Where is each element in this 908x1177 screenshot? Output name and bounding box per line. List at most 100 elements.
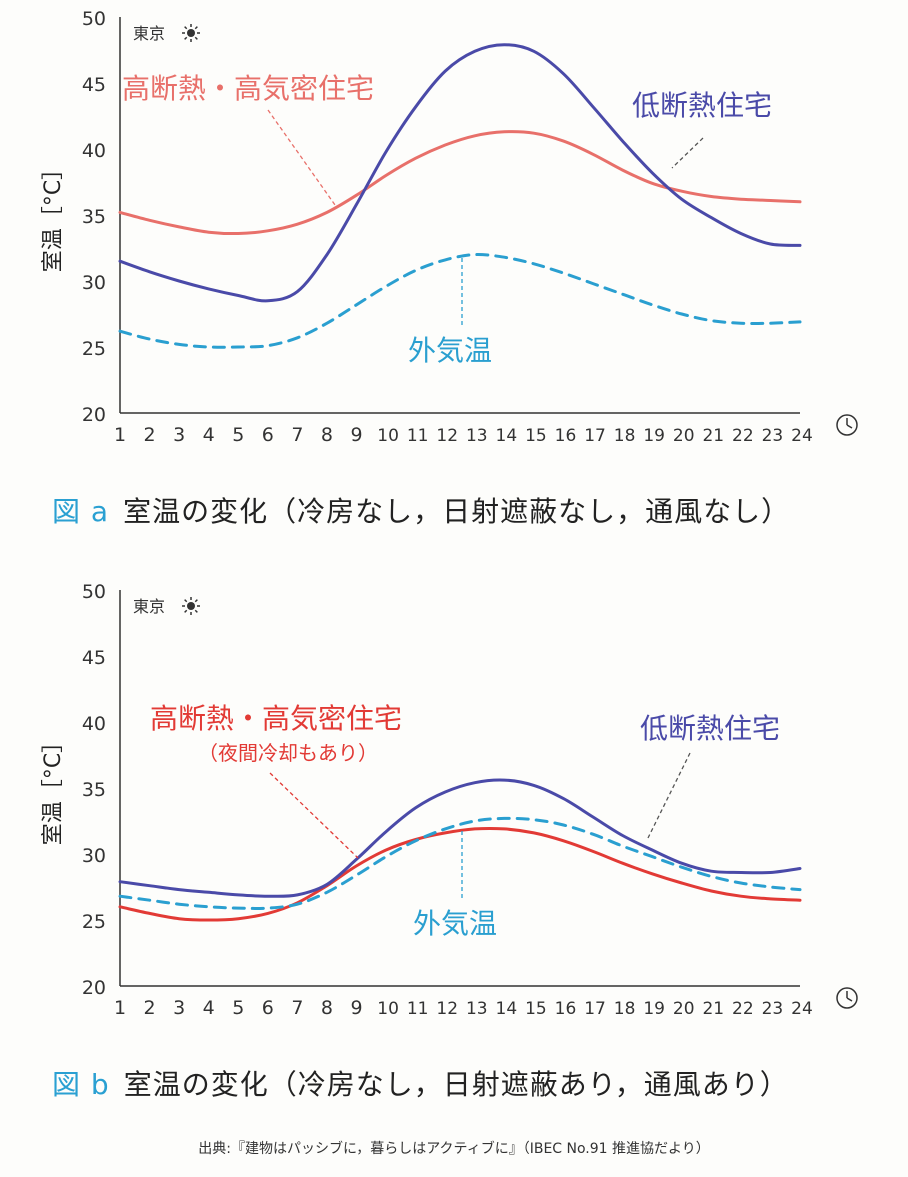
- x-tick-label: 3: [173, 997, 185, 1019]
- y-tick-label: 30: [82, 272, 106, 294]
- series-line: [118, 43, 802, 303]
- y-tick-label: 45: [82, 74, 106, 96]
- x-tick-label: 6: [262, 997, 274, 1019]
- chart-b-caption-prefix: 図 b: [52, 1068, 110, 1101]
- y-tick-label: 20: [82, 404, 106, 426]
- x-tick-label: 1: [114, 997, 126, 1019]
- label-high-insulation-sub: （夜間冷却もあり）: [198, 741, 378, 765]
- x-tick-label: 6: [262, 424, 274, 446]
- leader-low-insulation: [671, 137, 704, 169]
- sun-core: [187, 29, 195, 37]
- y-axis-label: 室温［°C］: [41, 731, 66, 845]
- series-line: [118, 778, 802, 898]
- chart-b: 20 25 30 35 40 45 50 1 2 3 4 5 6 7 8 9 10 11 12 13 14 15 16 17 1…: [0, 573, 908, 1053]
- x-tick-label: 7: [291, 997, 303, 1019]
- x-tick-label: 9: [350, 424, 362, 446]
- x-tick-label: 4: [203, 424, 215, 446]
- y-tick-label: 40: [82, 140, 106, 162]
- label-outside-temp: 外気温: [413, 907, 497, 940]
- y-axis-label: 室温［°C］: [41, 158, 66, 272]
- label-outside-temp: 外気温: [408, 334, 492, 367]
- y-tick-label: 30: [82, 845, 106, 867]
- sun-ray: [194, 26, 198, 30]
- x-tick-label: 5: [232, 424, 244, 446]
- label-high-insulation: 高断熱・高気密住宅: [122, 72, 374, 105]
- x-tick-label: 4: [203, 997, 215, 1019]
- x-tick-label: 8: [321, 997, 333, 1019]
- x-tick-label: 20: [673, 999, 695, 1019]
- y-tick-label: 40: [82, 713, 106, 735]
- x-tick-label: 2: [144, 424, 156, 446]
- y-tick-label: 25: [82, 338, 106, 360]
- sun-core: [187, 602, 195, 610]
- x-tick-label: 16: [555, 426, 577, 446]
- x-tick-label: 7: [291, 424, 303, 446]
- series-0: [118, 826, 802, 922]
- sun-ray: [184, 599, 188, 603]
- y-tick-label: 35: [82, 206, 106, 228]
- x-tick-label: 18: [614, 999, 636, 1019]
- x-tick-label: 13: [466, 426, 488, 446]
- y-tick-label: 50: [82, 8, 106, 30]
- x-tick-label: 22: [732, 999, 754, 1019]
- x-tick-label: 14: [496, 999, 518, 1019]
- sun-ray: [194, 599, 198, 603]
- x-tick-label: 17: [584, 426, 606, 446]
- x-tick-label: 12: [436, 999, 458, 1019]
- clock-face: [836, 414, 858, 436]
- chart-b-caption-text: 室温の変化（冷房なし，日射遮蔽あり，通風あり）: [123, 1068, 789, 1101]
- location-label: 東京: [133, 597, 165, 616]
- x-tick-label: 12: [436, 426, 458, 446]
- series-line: [118, 826, 802, 922]
- leader-high-insulation: [269, 772, 359, 859]
- clock-hand-minute: [846, 424, 853, 429]
- x-tick-label: 2: [144, 997, 156, 1019]
- series-2: [118, 253, 802, 349]
- x-tick-label: 15: [525, 999, 547, 1019]
- x-tick-label: 5: [232, 997, 244, 1019]
- label-high-insulation: 高断熱・高気密住宅: [150, 702, 402, 735]
- x-tick-label: 14: [496, 426, 518, 446]
- series-line: [118, 816, 802, 910]
- chart-a-caption-text: 室温の変化（冷房なし，日射遮蔽なし，通風なし）: [123, 495, 791, 528]
- chart-a-caption-prefix: 図 a: [52, 495, 110, 528]
- series-line: [118, 253, 802, 349]
- x-tick-label: 19: [643, 999, 665, 1019]
- x-tick-label: 22: [732, 426, 754, 446]
- chart-a-caption: 図 a 室温の変化（冷房なし，日射遮蔽なし，通風なし）: [52, 490, 790, 530]
- x-tick-label: 23: [762, 999, 784, 1019]
- label-low-insulation: 低断熱住宅: [640, 712, 780, 745]
- x-tick-label: 23: [762, 426, 784, 446]
- sun-ray: [194, 609, 198, 613]
- sun-icon: [182, 24, 200, 42]
- series-1: [118, 778, 802, 898]
- series-0: [118, 130, 802, 236]
- x-tick-label: 24: [791, 999, 813, 1019]
- x-tick-label: 1: [114, 424, 126, 446]
- x-tick-label: 10: [377, 426, 399, 446]
- x-tick-label: 3: [173, 424, 185, 446]
- x-tick-label: 8: [321, 424, 333, 446]
- sun-ray: [194, 36, 198, 40]
- x-tick-label: 19: [643, 426, 665, 446]
- series-1: [118, 43, 802, 303]
- leader-low-insulation: [647, 752, 691, 839]
- x-tick-label: 20: [673, 426, 695, 446]
- x-tick-label: 17: [584, 999, 606, 1019]
- x-tick-label: 13: [466, 999, 488, 1019]
- x-tick-label: 11: [407, 999, 429, 1019]
- chart-b-caption: 図 b 室温の変化（冷房なし，日射遮蔽あり，通風あり）: [52, 1063, 789, 1103]
- clock-hand-minute: [846, 997, 853, 1002]
- x-tick-label: 18: [614, 426, 636, 446]
- x-tick-label: 10: [377, 999, 399, 1019]
- y-tick-label: 50: [82, 581, 106, 603]
- sun-ray: [184, 609, 188, 613]
- y-tick-label: 20: [82, 977, 106, 999]
- label-low-insulation: 低断熱住宅: [632, 89, 772, 122]
- clock-icon: [836, 987, 858, 1009]
- sun-icon: [182, 597, 200, 615]
- location-label: 東京: [133, 24, 165, 43]
- leader-high-insulation: [267, 109, 336, 206]
